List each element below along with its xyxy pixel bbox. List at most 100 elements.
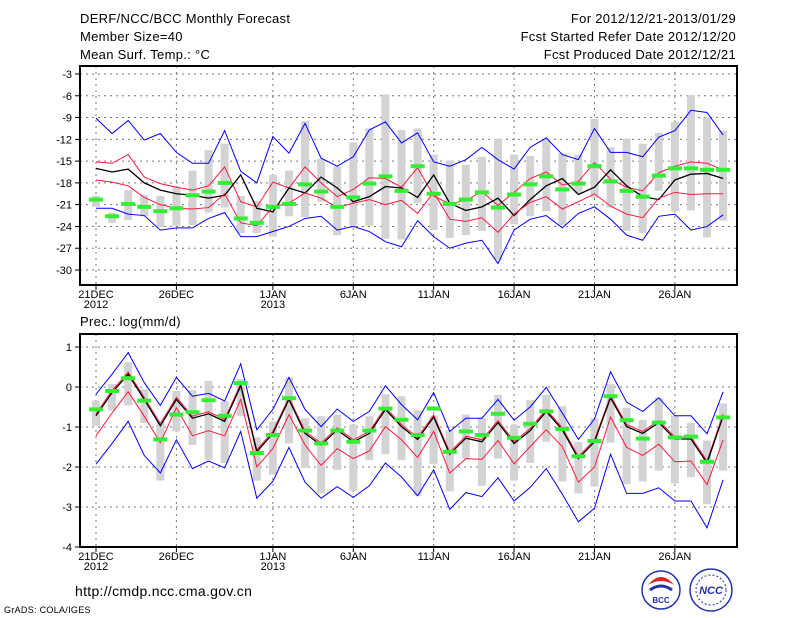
- observed-marker: [700, 167, 715, 172]
- bcc-logo: BCC: [641, 570, 681, 610]
- x-tick-label: 11JAN: [418, 289, 450, 301]
- ensemble-range-bar: [622, 407, 631, 485]
- x-tick-label: 21DEC: [78, 289, 114, 301]
- ensemble-range-bar: [124, 362, 133, 406]
- ensemble-range-bar: [220, 143, 229, 208]
- observed-marker: [330, 428, 345, 433]
- series-line-max: [95, 109, 724, 184]
- x-tick-label: 21JAN: [578, 551, 611, 563]
- observed-marker: [442, 201, 457, 206]
- observed-marker: [603, 394, 618, 399]
- ensemble-range-bar: [284, 170, 293, 217]
- ensemble-range-bar: [301, 418, 310, 468]
- observed-marker: [474, 433, 489, 437]
- x-tick-label: 16JAN: [498, 551, 531, 563]
- observed-marker: [105, 389, 120, 393]
- series-line-mean: [95, 167, 724, 217]
- ensemble-range-bar: [204, 381, 213, 461]
- observed-marker: [298, 182, 313, 187]
- figure-title: DERF/NCC/BCC Monthly Forecast: [80, 11, 291, 26]
- x-tick-label: 21DEC: [78, 551, 114, 563]
- ensemble-range-bar: [172, 391, 181, 432]
- observed-marker: [410, 433, 425, 437]
- ensemble-range-bar: [638, 419, 647, 482]
- observed-marker: [153, 437, 168, 442]
- observed-marker: [169, 206, 184, 211]
- ensemble-range-bar: [252, 437, 261, 481]
- observed-marker: [507, 435, 522, 440]
- observed-marker: [555, 427, 570, 431]
- x-tick-label: 26DEC: [159, 289, 195, 301]
- observed-marker: [233, 216, 248, 221]
- ensemble-range-bar: [510, 424, 519, 481]
- forecast-period: For 2012/12/21-2013/01/29: [570, 11, 736, 26]
- ensemble-range-bar: [236, 195, 245, 233]
- ensemble-range-bar: [574, 154, 583, 194]
- observed-marker: [571, 181, 586, 186]
- series-line-mean: [95, 373, 724, 465]
- x-tick-label: 21JAN: [578, 289, 611, 301]
- x-tick-year: 2012: [84, 561, 108, 573]
- observed-marker: [523, 421, 538, 426]
- observed-marker: [523, 182, 538, 187]
- y-tick-label: -18: [56, 178, 72, 190]
- y-tick-label: -9: [62, 113, 72, 125]
- ensemble-range-bar: [606, 147, 615, 208]
- ensemble-range-bar: [494, 395, 502, 459]
- ensemble-range-bar: [317, 416, 326, 494]
- series-line-max: [95, 351, 724, 441]
- observed-marker: [587, 439, 602, 443]
- ensemble-range-bar: [686, 95, 695, 211]
- observed-marker: [442, 449, 457, 454]
- ncc-logo-text: NCC: [699, 585, 724, 597]
- ensemble-range-bar: [333, 414, 342, 470]
- observed-marker: [667, 166, 682, 171]
- observed-marker: [137, 398, 152, 403]
- observed-marker: [378, 406, 393, 411]
- series-line-upper: [95, 153, 724, 208]
- observed-marker: [185, 193, 200, 198]
- observed-marker: [410, 164, 425, 169]
- ensemble-range-bar: [638, 143, 647, 233]
- ensemble-range-bar: [703, 117, 712, 238]
- observed-marker: [507, 192, 522, 197]
- observed-marker: [121, 201, 136, 206]
- y-tick-label: -2: [62, 462, 72, 474]
- observed-marker: [571, 454, 586, 459]
- observed-marker: [667, 435, 682, 440]
- observed-marker: [89, 407, 103, 412]
- ensemble-range-bar: [284, 377, 293, 444]
- ensemble-range-bar: [413, 410, 422, 496]
- x-tick-label: 26JAN: [658, 551, 691, 563]
- observed-marker: [201, 189, 216, 194]
- plot-frame: [79, 65, 738, 286]
- ensemble-range-bar: [220, 401, 229, 463]
- x-tick-year: 2012: [84, 299, 108, 311]
- observed-marker: [362, 428, 377, 433]
- observed-marker: [426, 406, 441, 411]
- bcc-logo-text: BCC: [652, 596, 670, 605]
- observed-marker: [185, 410, 200, 415]
- observed-marker: [635, 436, 650, 441]
- y-tick-label: -3: [62, 69, 72, 81]
- y-tick-label: -1: [62, 422, 72, 434]
- x-tick-label: 1JAN: [259, 289, 286, 301]
- ensemble-range-bar: [445, 430, 454, 492]
- observed-marker: [539, 409, 554, 414]
- ensemble-range-bar: [188, 170, 197, 225]
- ensemble-range-bar: [654, 132, 663, 191]
- y-tick-label: 1: [66, 342, 72, 354]
- observed-marker: [217, 180, 232, 185]
- x-tick-year: 2013: [261, 561, 285, 573]
- observed-marker: [265, 204, 280, 209]
- website-url[interactable]: http://cmdp.ncc.cma.gov.cn: [75, 583, 253, 599]
- y-tick-label: -4: [62, 542, 72, 554]
- ensemble-range-bar: [381, 94, 390, 239]
- ensemble-range-bar: [108, 384, 117, 411]
- observed-marker: [281, 396, 296, 401]
- ensemble-range-bar: [510, 154, 519, 225]
- observed-marker: [137, 204, 152, 209]
- plot-frame: [79, 333, 738, 548]
